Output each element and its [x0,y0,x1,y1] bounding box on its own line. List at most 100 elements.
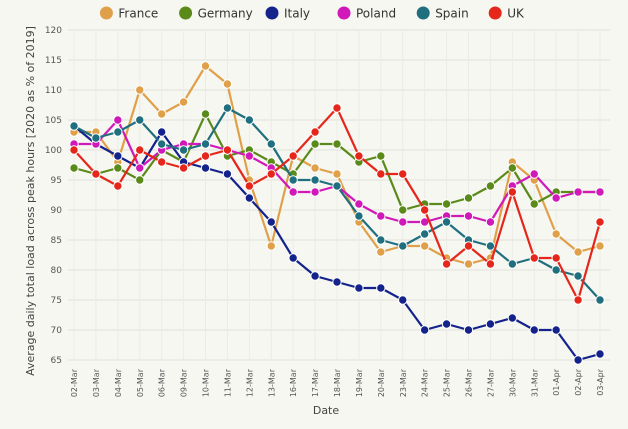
data-point[interactable] [485,217,496,227]
data-point[interactable] [135,145,145,155]
data-point[interactable] [135,115,145,125]
data-point[interactable] [573,295,583,305]
data-point[interactable] [595,295,605,305]
data-point[interactable] [113,163,123,173]
data-point[interactable] [310,163,320,173]
data-point[interactable] [507,259,518,269]
data-point[interactable] [573,247,583,257]
data-point[interactable] [156,157,167,167]
data-point[interactable] [332,181,342,191]
data-point[interactable] [507,313,518,323]
data-point[interactable] [463,241,474,251]
data-point[interactable] [485,241,496,251]
data-point[interactable] [135,85,145,95]
data-point[interactable] [332,139,342,149]
data-point[interactable] [244,193,255,203]
data-point[interactable] [419,229,430,239]
data-point[interactable] [332,169,342,179]
data-point[interactable] [266,217,276,227]
data-point[interactable] [332,277,342,287]
data-point[interactable] [69,121,79,131]
data-point[interactable] [266,241,276,251]
data-point[interactable] [398,169,408,179]
data-point[interactable] [595,187,605,197]
legend-item-uk[interactable]: UK [488,6,525,21]
data-point[interactable] [200,151,211,161]
data-point[interactable] [222,79,233,89]
data-point[interactable] [551,325,561,335]
data-point[interactable] [178,97,189,107]
data-point[interactable] [398,217,408,227]
data-point[interactable] [354,211,364,221]
data-point[interactable] [113,151,123,161]
data-point[interactable] [507,163,518,173]
data-point[interactable] [222,145,233,155]
legend-item-poland[interactable]: Poland [337,6,397,21]
data-point[interactable] [463,259,474,269]
data-point[interactable] [485,181,496,191]
data-point[interactable] [441,199,452,209]
data-point[interactable] [332,103,342,113]
data-point[interactable] [244,115,255,125]
data-point[interactable] [178,145,189,155]
legend-item-italy[interactable]: Italy [265,6,311,21]
data-point[interactable] [485,259,496,269]
data-point[interactable] [507,187,518,197]
data-point[interactable] [595,241,605,251]
data-point[interactable] [463,193,474,203]
data-point[interactable] [376,169,386,179]
data-point[interactable] [91,169,101,179]
data-point[interactable] [288,187,298,197]
data-point[interactable] [463,325,474,335]
data-point[interactable] [310,187,320,197]
data-point[interactable] [156,109,167,119]
data-point[interactable] [419,325,430,335]
legend-item-spain[interactable]: Spain [416,6,469,21]
data-point[interactable] [419,205,430,215]
data-point[interactable] [266,139,276,149]
data-point[interactable] [441,217,452,227]
data-point[interactable] [288,151,298,161]
data-point[interactable] [376,283,386,293]
data-point[interactable] [441,319,452,329]
data-point[interactable] [551,265,561,275]
data-point[interactable] [376,235,386,245]
data-point[interactable] [376,211,386,221]
data-point[interactable] [135,163,145,173]
data-point[interactable] [529,325,539,335]
data-point[interactable] [69,145,79,155]
data-point[interactable] [529,169,539,179]
data-point[interactable] [376,247,386,257]
data-point[interactable] [113,115,123,125]
data-point[interactable] [113,181,123,191]
data-point[interactable] [156,139,167,149]
data-point[interactable] [200,109,211,119]
data-point[interactable] [529,253,539,263]
data-point[interactable] [69,163,79,173]
data-point[interactable] [398,205,408,215]
data-point[interactable] [551,253,561,263]
data-point[interactable] [200,139,211,149]
data-point[interactable] [463,211,474,221]
data-point[interactable] [244,181,255,191]
data-point[interactable] [573,355,583,365]
data-point[interactable] [573,187,583,197]
data-point[interactable] [310,271,320,281]
data-point[interactable] [441,259,452,269]
data-point[interactable] [200,163,211,173]
data-point[interactable] [310,127,320,137]
data-point[interactable] [595,217,605,227]
data-point[interactable] [398,295,408,305]
data-point[interactable] [310,175,320,185]
data-point[interactable] [244,151,255,161]
data-point[interactable] [266,169,276,179]
data-point[interactable] [91,133,101,143]
data-point[interactable] [398,241,408,251]
data-point[interactable] [354,151,364,161]
data-point[interactable] [529,199,539,209]
data-point[interactable] [419,241,430,251]
data-point[interactable] [178,163,189,173]
data-point[interactable] [310,139,320,149]
data-point[interactable] [113,127,123,137]
data-point[interactable] [485,319,496,329]
